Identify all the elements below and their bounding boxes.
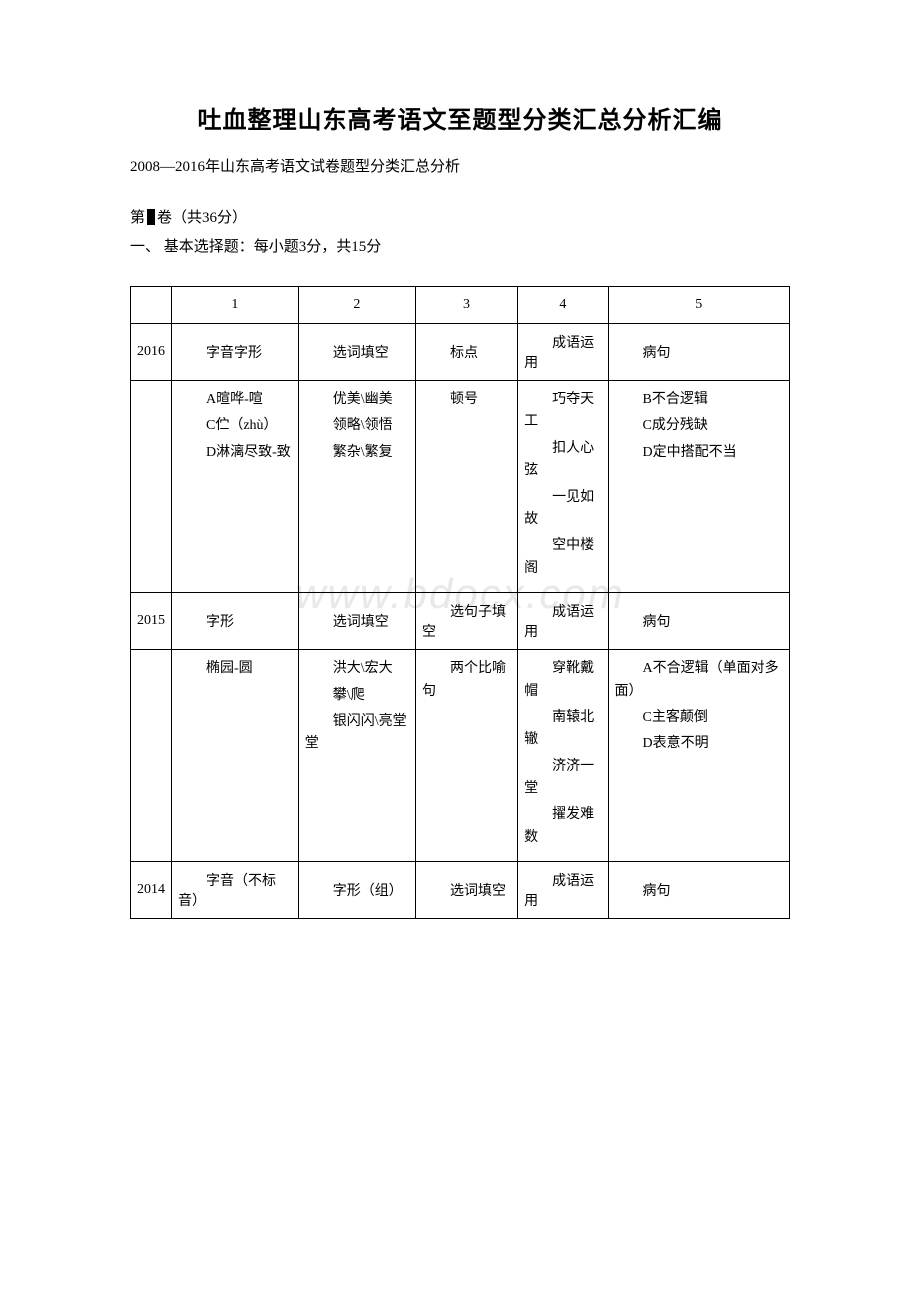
section-info: 第 卷（共36分） [130,206,790,227]
cell: 洪大\宏大攀\爬银闪闪\亮堂堂 [298,650,415,862]
cell: A不合逻辑（单面对多面）C主客颠倒D表意不明 [608,650,789,862]
table-row: 2015 字形 选词填空 选句子填空 成语运用 病句 [131,593,790,650]
cell: 椭园-圆 [172,650,299,862]
year-cell: 2015 [131,593,172,650]
table-row: A暄哗-喧C伫（zhù）D淋漓尽致-致 优美\幽美领略\领悟繁杂\繁复 顿号 巧… [131,381,790,593]
cell: 巧夺天工扣人心弦一见如故空中楼阁 [518,381,608,593]
section-subinfo: 一、 基本选择题：每小题3分，共15分 [130,235,790,256]
table-header-row: 1 2 3 4 5 [131,287,790,324]
cell: 病句 [608,324,789,381]
cell: A暄哗-喧C伫（zhù）D淋漓尽致-致 [172,381,299,593]
section-prefix: 第 [130,206,145,227]
cell: 标点 [415,324,517,381]
header-col3: 3 [415,287,517,324]
cell: 优美\幽美领略\领悟繁杂\繁复 [298,381,415,593]
header-blank [131,287,172,324]
cell: 成语运用 [518,324,608,381]
cell: 字音（不标音） [172,862,299,919]
table-row: 2014 字音（不标音） 字形（组） 选词填空 成语运用 病句 [131,862,790,919]
cell: 选词填空 [415,862,517,919]
analysis-table: 1 2 3 4 5 2016 字音字形 选词填空 标点 成语运用 病句 A暄哗-… [130,286,790,919]
cell: 穿靴戴帽南辕北辙济济一堂擢发难数 [518,650,608,862]
table-row: 椭园-圆 洪大\宏大攀\爬银闪闪\亮堂堂 两个比喻句 穿靴戴帽南辕北辙济济一堂擢… [131,650,790,862]
cell: 成语运用 [518,593,608,650]
cell: 成语运用 [518,862,608,919]
cell: 选词填空 [298,324,415,381]
cell: 字形 [172,593,299,650]
year-cell: 2016 [131,324,172,381]
cell: 两个比喻句 [415,650,517,862]
page-title: 吐血整理山东高考语文至题型分类汇总分析汇编 [130,100,790,135]
year-cell [131,650,172,862]
section-suffix: 卷（共36分） [157,206,247,227]
header-col1: 1 [172,287,299,324]
year-cell: 2014 [131,862,172,919]
roman-numeral-icon [147,209,155,225]
header-col4: 4 [518,287,608,324]
cell: 选词填空 [298,593,415,650]
cell: B不合逻辑C成分残缺D定中搭配不当 [608,381,789,593]
cell: 病句 [608,593,789,650]
year-cell [131,381,172,593]
cell: 顿号 [415,381,517,593]
cell: 字音字形 [172,324,299,381]
cell: 病句 [608,862,789,919]
cell: 字形（组） [298,862,415,919]
table-row: 2016 字音字形 选词填空 标点 成语运用 病句 [131,324,790,381]
subtitle: 2008—2016年山东高考语文试卷题型分类汇总分析 [130,155,790,176]
header-col5: 5 [608,287,789,324]
header-col2: 2 [298,287,415,324]
cell: 选句子填空 [415,593,517,650]
